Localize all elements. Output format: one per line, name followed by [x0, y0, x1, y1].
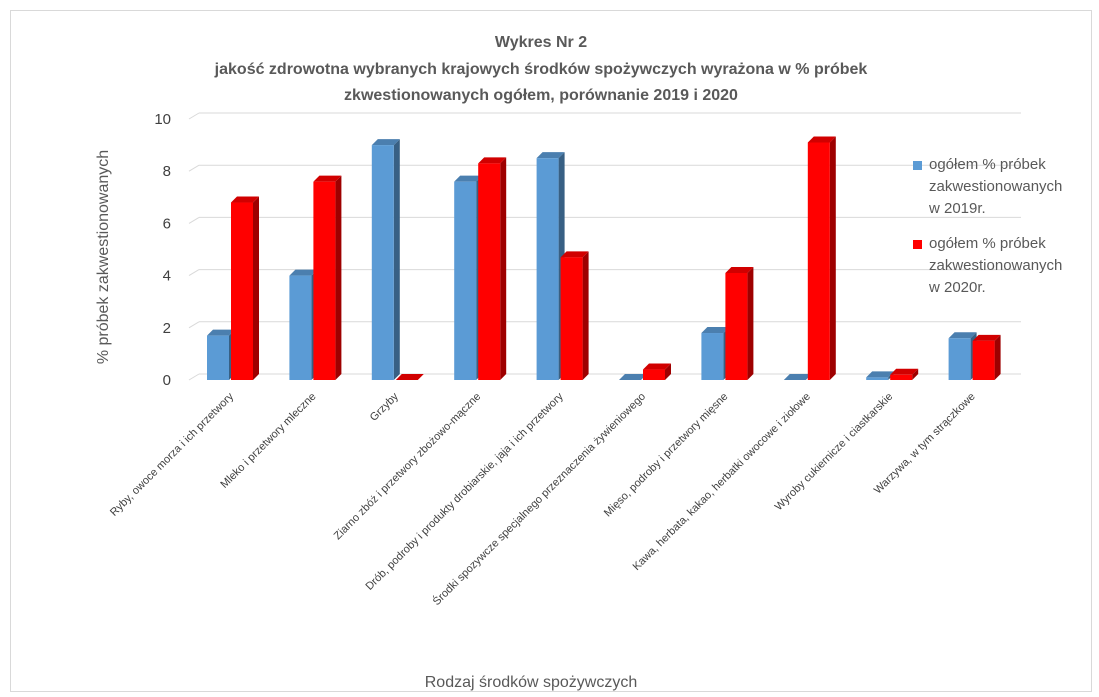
- chart-title-line-2: jakość zdrowotna wybranych krajowych śro…: [214, 61, 868, 78]
- bars: [207, 136, 1001, 380]
- bar-2019: [783, 374, 812, 380]
- x-category-label: Kawa, herbata, kakao, herbatki owocowe i…: [631, 391, 813, 573]
- bar-2020: [395, 374, 424, 380]
- bar-2020: [890, 368, 919, 380]
- bar-2019: [866, 371, 895, 380]
- x-category-label: Grzyby: [368, 390, 401, 423]
- bar-chart: Wykres Nr 2 jakość zdrowotna wybranych k…: [95, 34, 1062, 691]
- y-axis-title: % próbek zakwestionowanych: [95, 150, 112, 364]
- y-tick-label: 0: [163, 372, 171, 389]
- y-tick-label: 2: [163, 320, 171, 337]
- bar-2019: [371, 139, 400, 380]
- chart-title-line-1: Wykres Nr 2: [495, 34, 587, 51]
- y-axis-ticks: 0 2 4 6 8 10: [154, 111, 171, 389]
- bar-2020: [231, 196, 259, 380]
- x-category-label: Mleko i przetwory mleczne: [218, 391, 318, 491]
- x-category-label: Ziarno zbóż i przetwory zbożowo-mączne: [332, 391, 484, 543]
- chart-frame: Wykres Nr 2 jakość zdrowotna wybranych k…: [10, 10, 1092, 692]
- gridline-depth: [188, 373, 200, 381]
- legend: ogółem % próbek zakwestionowanych w 2019r.…: [913, 156, 1062, 296]
- bar-2020: [725, 266, 754, 380]
- bar-2020: [972, 334, 1001, 380]
- bar-2019: [289, 269, 318, 380]
- chart-title: Wykres Nr 2 jakość zdrowotna wybranych k…: [214, 34, 868, 104]
- gridline-depth: [188, 269, 200, 277]
- bar-2019: [619, 374, 647, 380]
- x-category-label: Drób, podroby i produkty drobiarskie, ja…: [364, 390, 567, 593]
- chart-title-line-3: zkwestionowanych ogółem, porównanie 2019…: [344, 87, 738, 104]
- legend-entry-label: ogółem % próbek: [929, 235, 1046, 252]
- x-category-label: Ryby, owoce morza i ich przetwory: [108, 390, 236, 518]
- bar-2019: [454, 175, 483, 380]
- legend-entry-label: zakwestionowanych: [929, 257, 1062, 274]
- bar-2020: [478, 157, 507, 380]
- gridline-depth: [188, 216, 200, 224]
- gridline-depth: [188, 321, 200, 329]
- gridline-depth: [188, 164, 200, 172]
- y-tick-label: 10: [154, 111, 171, 128]
- gridline-depth: [188, 112, 200, 120]
- legend-swatch: [913, 240, 922, 249]
- bar-2020: [313, 175, 342, 380]
- bar-2019: [948, 332, 977, 380]
- y-tick-label: 6: [163, 215, 171, 232]
- legend-entry-label: w 2019r.: [928, 200, 986, 217]
- y-tick-label: 4: [163, 268, 171, 285]
- bar-2019: [536, 152, 565, 380]
- bar-2020: [560, 251, 589, 380]
- bar-2019: [701, 327, 730, 380]
- legend-swatch: [913, 161, 922, 170]
- bar-2019: [207, 329, 235, 380]
- legend-entry-label: w 2020r.: [928, 279, 986, 296]
- legend-entry-label: ogółem % próbek: [929, 156, 1046, 173]
- y-tick-label: 8: [163, 163, 171, 180]
- bar-2020: [643, 363, 671, 380]
- bar-2020: [807, 136, 836, 380]
- legend-entry-label: zakwestionowanych: [929, 178, 1062, 195]
- x-axis-title: Rodzaj środków spożywczych: [425, 674, 638, 691]
